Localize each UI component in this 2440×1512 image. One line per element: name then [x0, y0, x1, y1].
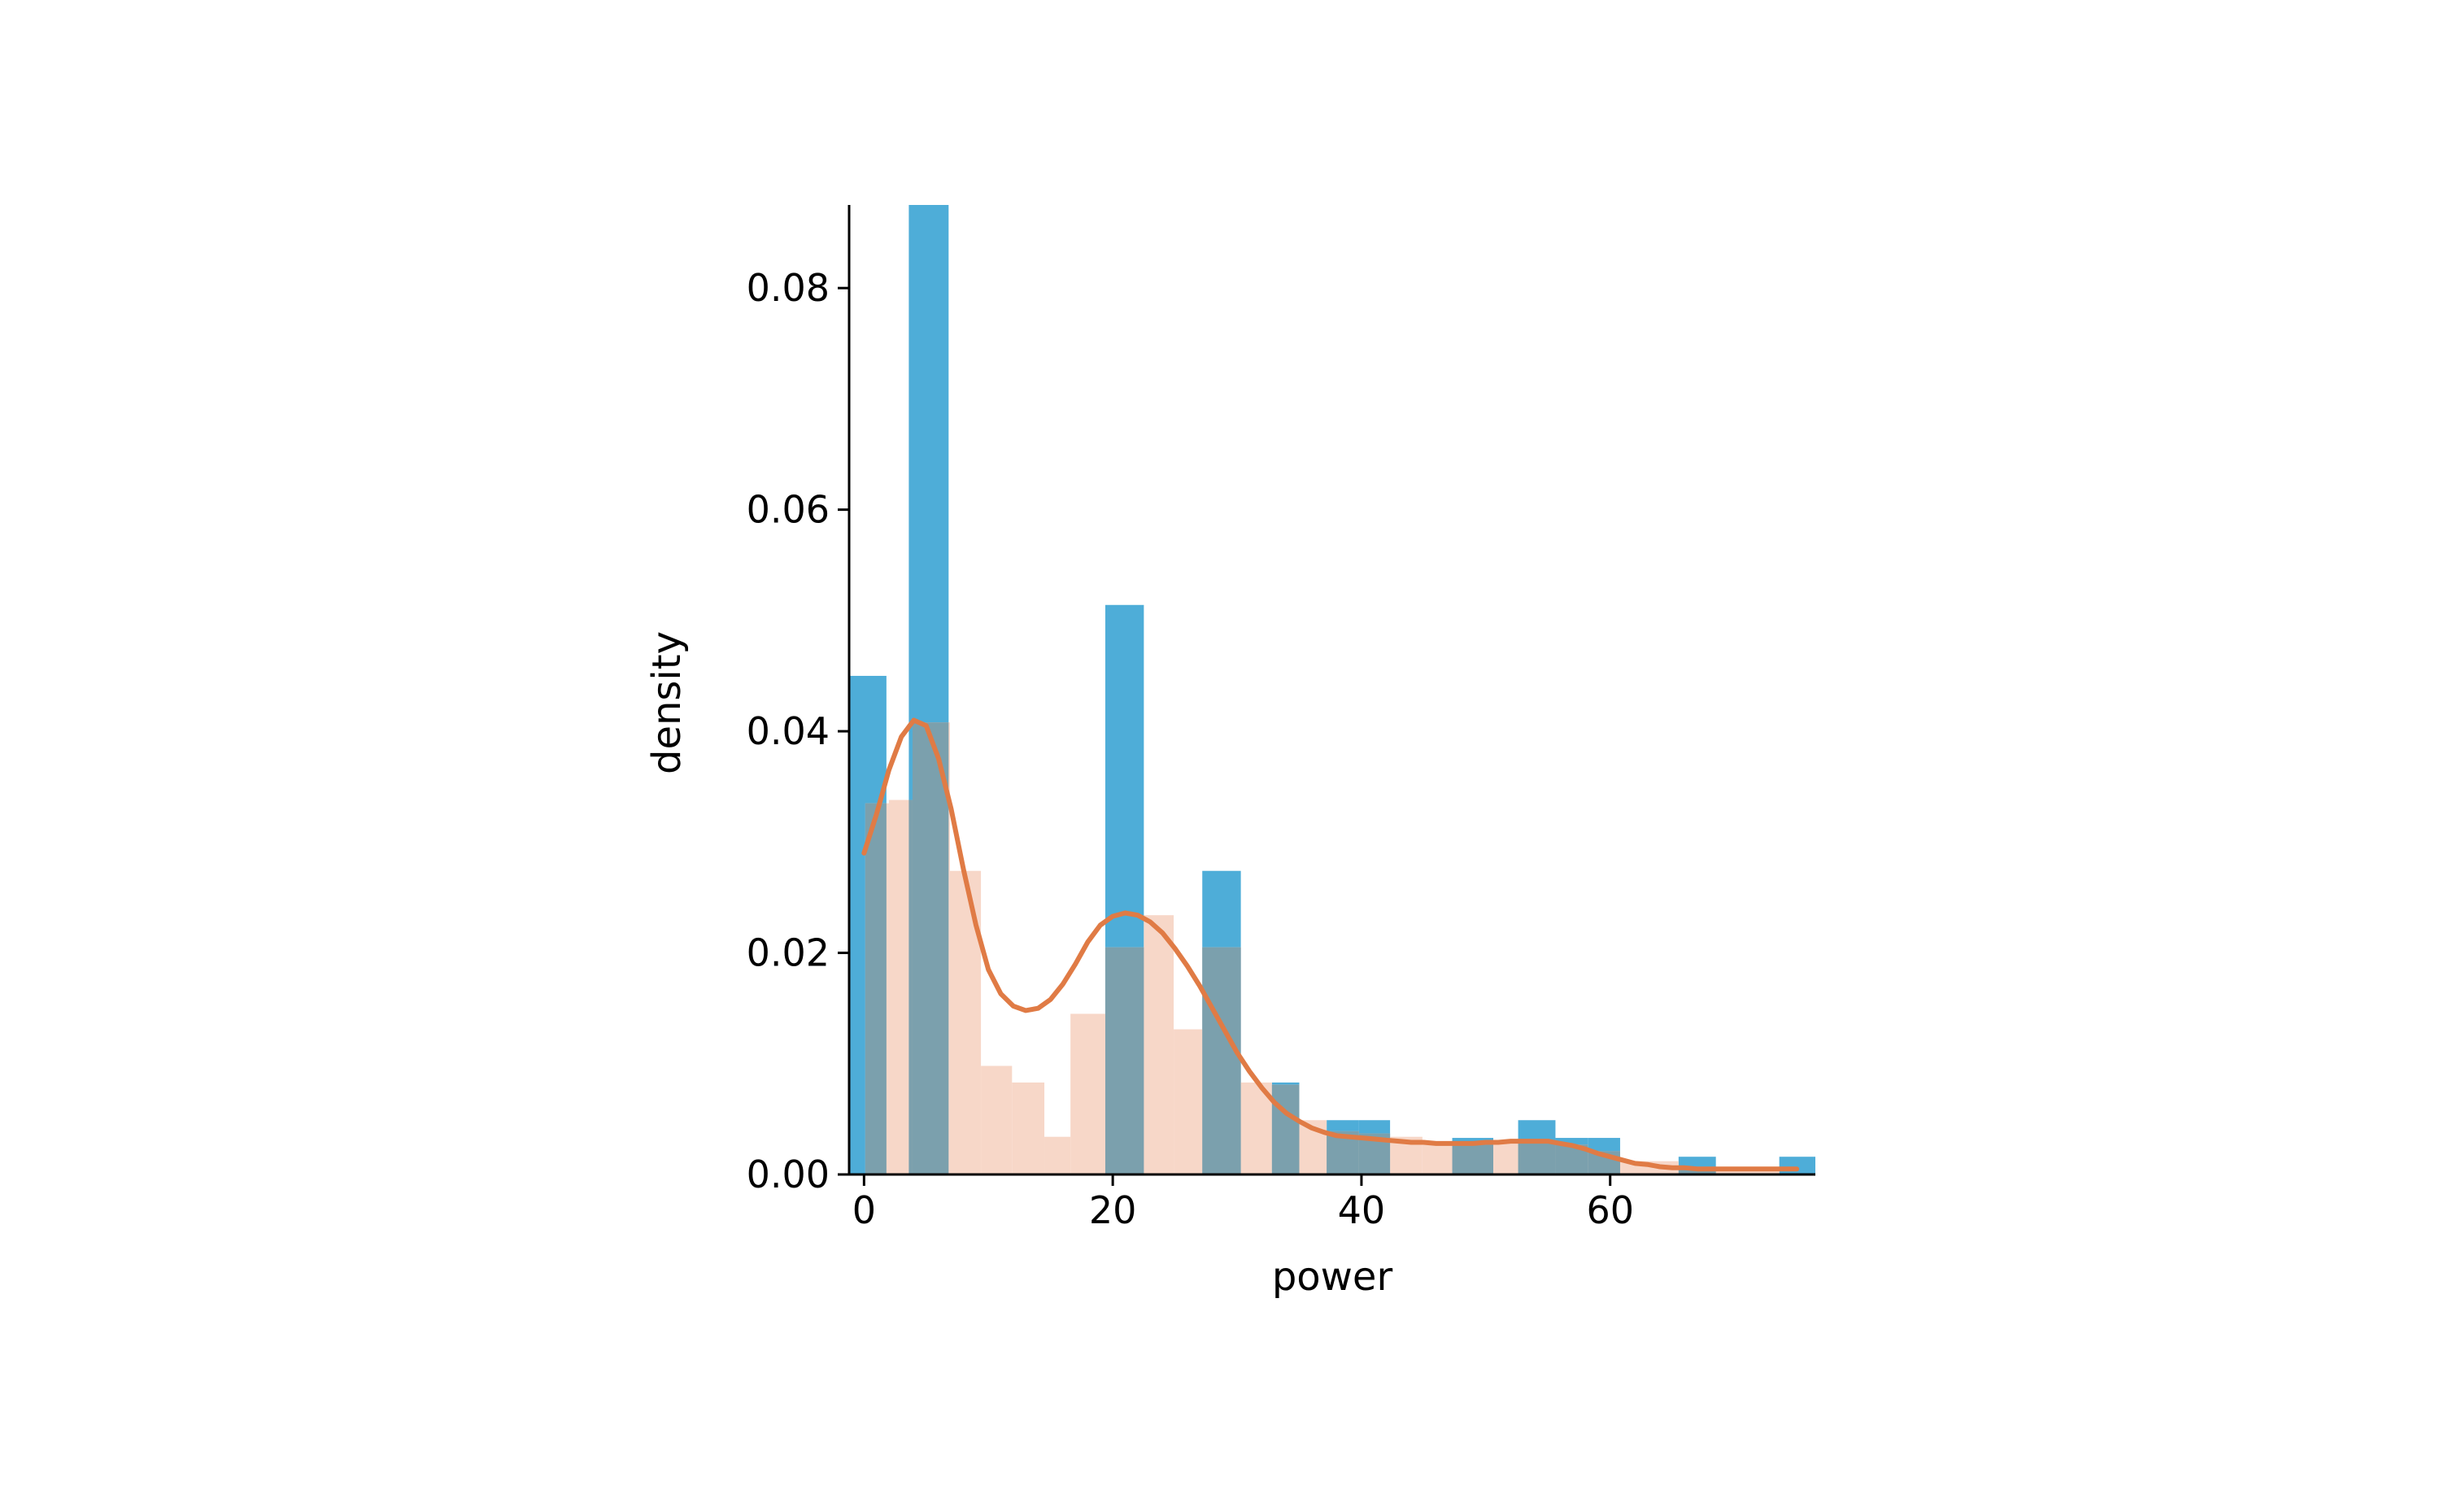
- orange-hist-bar-10: [1174, 1029, 1203, 1174]
- overlap-bar-1: [865, 803, 887, 1174]
- orange-hist-bar-1: [888, 800, 913, 1174]
- x-tick-label: 0: [852, 1188, 876, 1232]
- density-line: [861, 717, 1800, 1172]
- orange-hist-bar-5: [1012, 1082, 1045, 1174]
- blue-hist-bar-27: [1779, 1157, 1815, 1174]
- axes: 0.00 0.02 0.04 0.06 0.08 0 20 40 60: [747, 205, 1815, 1232]
- y-tick-label: 0.00: [747, 1153, 830, 1196]
- orange-hist-bar-6: [1044, 1136, 1071, 1174]
- y-tick-label: 0.08: [747, 266, 830, 310]
- y-axis-label: density: [644, 631, 690, 774]
- overlap-bar-13: [1105, 947, 1144, 1174]
- y-tick-label: 0.02: [747, 931, 830, 975]
- x-axis-label: power: [1272, 1254, 1393, 1300]
- overlap-bar-16: [1202, 947, 1241, 1174]
- histogram-overlap: [865, 722, 1716, 1174]
- x-tick-label: 60: [1586, 1188, 1634, 1232]
- orange-hist-bar-26: [1715, 1169, 1780, 1174]
- orange-hist-bar-4: [981, 1065, 1013, 1174]
- overlap-bar-4: [908, 800, 913, 1174]
- overlap-bar-5: [912, 722, 949, 1174]
- density-line-series: [861, 717, 1800, 1172]
- overlap-bar-26: [1518, 1141, 1556, 1174]
- orange-hist-bar-7: [1070, 1013, 1105, 1174]
- histogram-series-orange: [865, 722, 1780, 1174]
- y-tick-label: 0.06: [747, 488, 830, 532]
- histogram-series-blue: [849, 205, 1815, 1174]
- orange-hist-bar-18: [1422, 1141, 1453, 1174]
- orange-hist-bar-12: [1240, 1082, 1272, 1174]
- overlap-bar-18: [1271, 1084, 1300, 1174]
- overlap-bar-24: [1452, 1142, 1493, 1174]
- x-tick-label: 40: [1338, 1188, 1386, 1232]
- orange-hist-bar-9: [1144, 915, 1174, 1174]
- y-tick-label: 0.04: [747, 709, 830, 753]
- x-tick-label: 20: [1089, 1188, 1137, 1232]
- orange-hist-bar-20: [1493, 1142, 1518, 1174]
